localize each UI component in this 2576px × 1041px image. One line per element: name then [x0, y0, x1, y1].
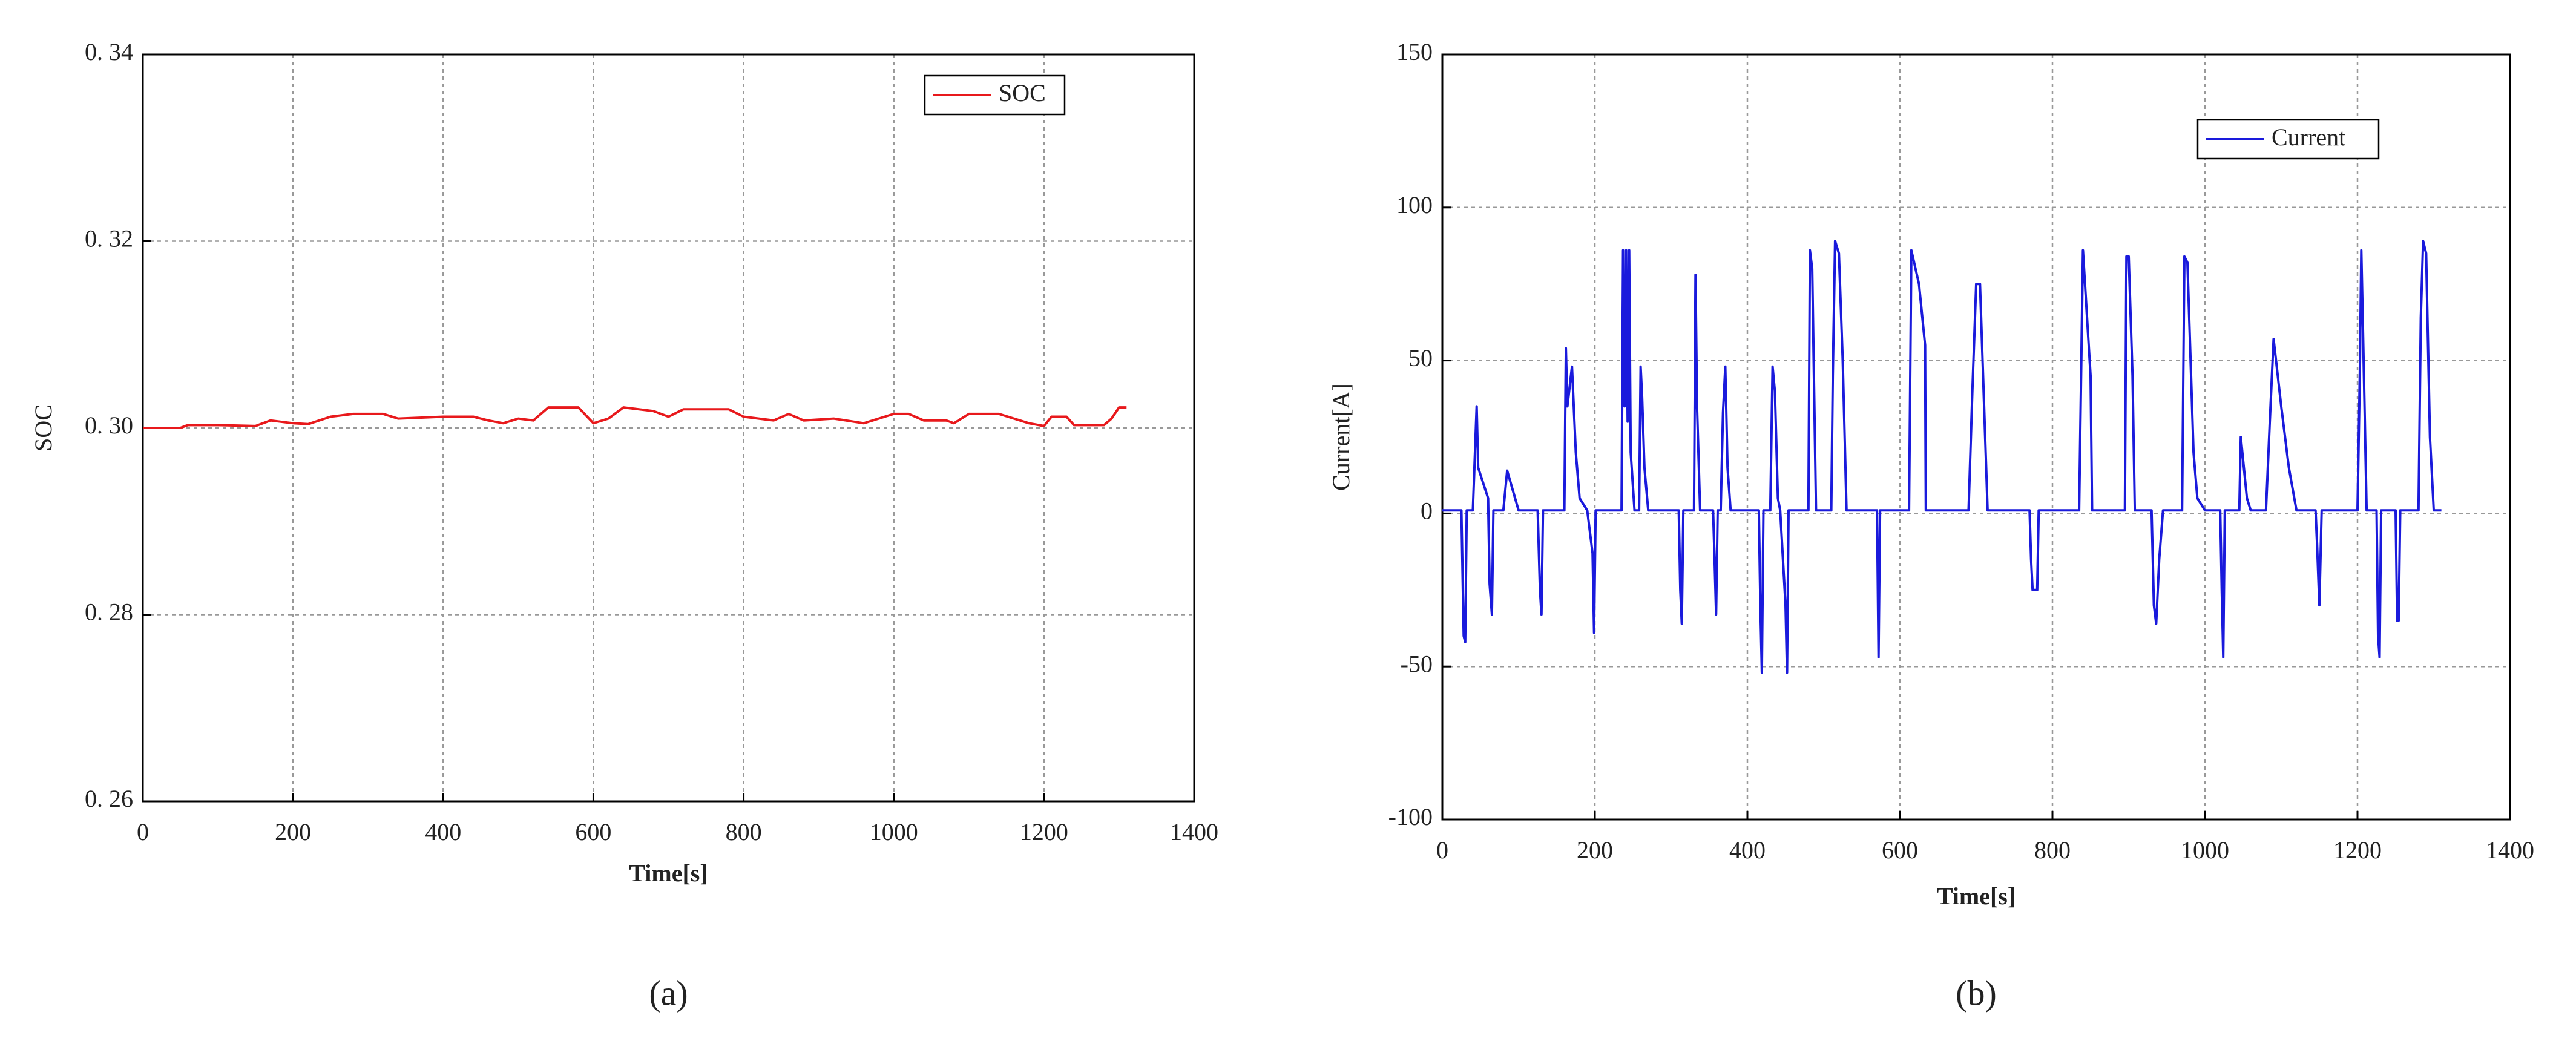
legend-label: Current — [2272, 123, 2345, 151]
y-axis-title: Current[A] — [1327, 383, 1355, 491]
x-tick-label: 400 — [1729, 836, 1766, 864]
y-tick-label: 50 — [1408, 344, 1433, 372]
y-tick-label: -50 — [1401, 650, 1433, 677]
x-tick-label: 800 — [726, 818, 762, 846]
legend-label: SOC — [999, 79, 1046, 107]
data-line — [1442, 240, 2442, 674]
data-line — [143, 406, 1127, 429]
plot-frame — [1441, 53, 2511, 821]
y-tick-label: 100 — [1396, 191, 1433, 218]
y-axis-title: SOC — [30, 404, 57, 452]
x-tick-label: 800 — [2034, 836, 2071, 864]
caption: (a) — [649, 973, 688, 1013]
x-tick-label: 1000 — [870, 818, 918, 846]
x-axis-title: Time[s] — [629, 859, 708, 887]
x-tick-label: 1400 — [2486, 836, 2534, 864]
y-tick-label: 0. 34 — [85, 38, 133, 65]
y-tick-label: 0. 26 — [85, 785, 133, 812]
y-tick-label: 0 — [1421, 498, 1433, 525]
x-tick-label: 1000 — [2181, 836, 2229, 864]
y-tick-label: -100 — [1388, 803, 1433, 830]
x-tick-label: 0 — [137, 818, 149, 846]
x-tick-label: 600 — [575, 818, 611, 846]
caption: (b) — [1956, 973, 1997, 1013]
x-tick-label: 400 — [425, 818, 461, 846]
x-tick-label: 200 — [275, 818, 311, 846]
x-tick-label: 200 — [1577, 836, 1613, 864]
x-tick-label: 1400 — [1170, 818, 1218, 846]
x-tick-label: 600 — [1882, 836, 1918, 864]
legend-box — [2196, 119, 2380, 160]
y-tick-label: 0. 32 — [85, 225, 133, 252]
y-tick-label: 150 — [1396, 38, 1433, 65]
x-tick-label: 1200 — [1020, 818, 1068, 846]
y-tick-label: 0. 28 — [85, 599, 133, 626]
x-tick-label: 0 — [1436, 836, 1448, 864]
x-axis-title: Time[s] — [1937, 882, 2016, 910]
y-tick-label: 0. 30 — [85, 412, 133, 439]
x-tick-label: 1200 — [2333, 836, 2382, 864]
